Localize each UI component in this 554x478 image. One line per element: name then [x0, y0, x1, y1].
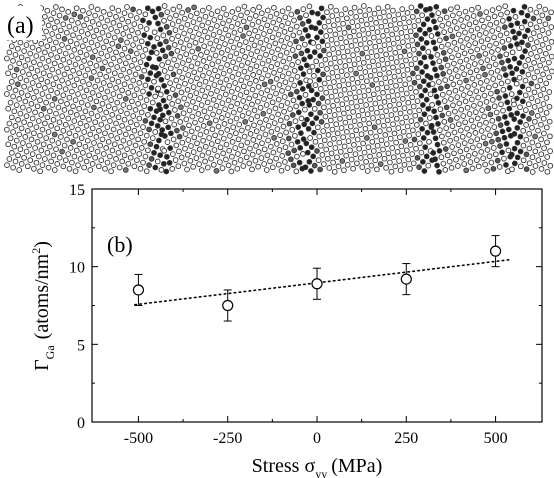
- data-point: [222, 299, 234, 312]
- chart-panel: (b) -500 -250 0 250 500 0 5 10 15 Stress σyy (MPa…: [29, 182, 543, 478]
- data-point: [311, 278, 323, 290]
- x-tick-label: 0: [313, 430, 321, 447]
- x-tick-label: -250: [213, 430, 242, 447]
- x-axis-label: Stress σyy (MPa): [252, 455, 383, 478]
- panel-a-label: (a): [7, 13, 34, 39]
- y-axis-label-sub: Ga: [43, 345, 57, 360]
- atomistic-snapshot-panel: (a): [4, 3, 554, 175]
- x-tick-label: -500: [124, 430, 153, 447]
- atom-lattice-image: [4, 3, 554, 175]
- plot-area-frame: [91, 188, 543, 423]
- data-points-group: [132, 235, 502, 322]
- x-axis-label-unit: (MPa): [331, 455, 382, 477]
- y-axis-label-unit-close: ): [31, 241, 53, 248]
- data-point: [400, 273, 412, 285]
- y-axis-label-unit: (atoms/nm: [31, 253, 53, 339]
- fit-line-group: [134, 258, 511, 306]
- y-tick-label: 15: [69, 182, 85, 199]
- axis-ticks: -500 -250 0 250 500 0 5 10 15: [69, 182, 542, 447]
- panel-b-label: (b): [107, 232, 133, 257]
- y-tick-label: 10: [69, 260, 85, 277]
- y-axis-label: ΓGa (atoms/nm2): [29, 241, 57, 371]
- x-axis-label-main: Stress σ: [252, 455, 316, 477]
- x-tick-label: 250: [394, 430, 418, 447]
- y-tick-label: 5: [77, 337, 85, 354]
- y-axis-label-main: Γ: [31, 359, 53, 371]
- y-axis-label-unit-sup: 2: [29, 248, 43, 254]
- x-axis-label-sub: yy: [315, 467, 327, 478]
- data-point: [132, 284, 145, 296]
- x-tick-label: 500: [484, 430, 508, 447]
- data-point: [489, 245, 502, 257]
- fit-line: [134, 258, 511, 306]
- panel-a-label-bg: [4, 6, 42, 40]
- y-tick-label: 0: [77, 415, 85, 432]
